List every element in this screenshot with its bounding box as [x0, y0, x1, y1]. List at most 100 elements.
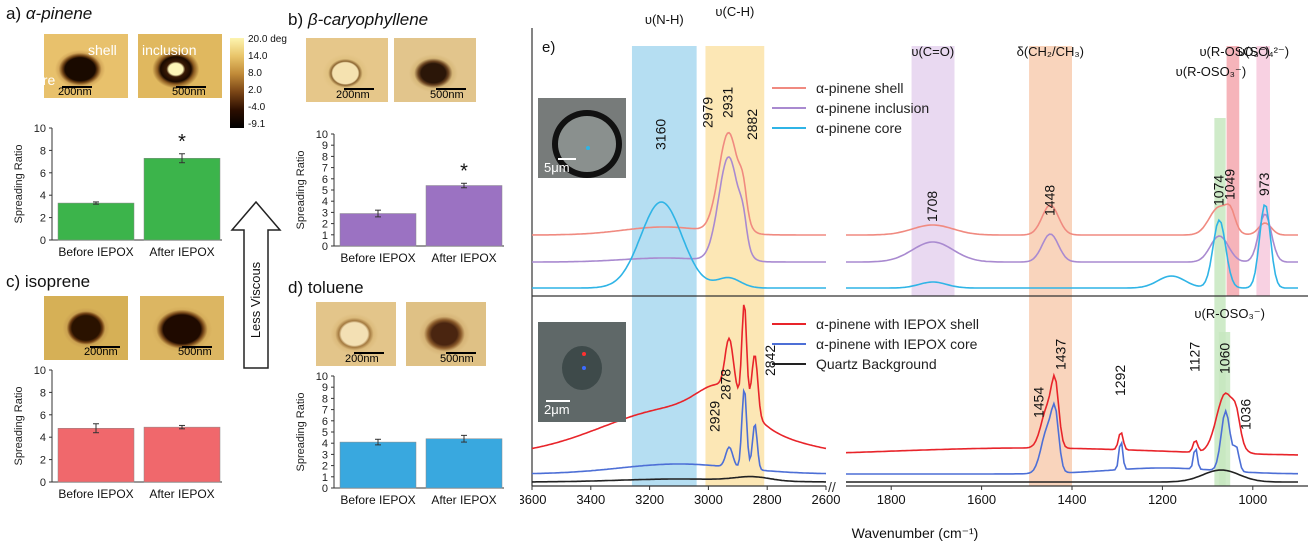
panel-d-title: d) toluene — [288, 278, 364, 297]
y-tick-label: 5 — [322, 185, 328, 197]
category-label: Before IEPOX — [340, 493, 415, 507]
inset-bottom-image: 2μm — [538, 322, 626, 422]
x-axis-label: Wavenumber (cm⁻¹) — [852, 525, 979, 541]
bar-chart-c: 0 2 4 6 8 10 Spreading Ratio Before IEPOX After … — [13, 365, 222, 501]
colorbar-tick-0: 20.0 deg — [248, 34, 287, 45]
peak-label: 1049 — [1222, 169, 1238, 200]
inset-bottom-scale: 2μm — [544, 402, 570, 417]
bar — [57, 427, 135, 483]
scale-bar-c-after — [182, 346, 212, 348]
x-tick-label: 3400 — [576, 492, 605, 507]
panel-a-title: a) α-pinene — [6, 4, 93, 23]
peak-label: 1036 — [1238, 399, 1254, 430]
category-label: After IEPOX — [149, 245, 214, 259]
scale-label-c-before: 200nm — [84, 346, 118, 358]
scale-label-c-after: 500nm — [178, 346, 212, 358]
series-line — [531, 387, 1298, 475]
peak-label: 2929 — [706, 401, 722, 432]
y-tick-label: 0 — [40, 477, 46, 489]
band — [1226, 46, 1240, 296]
series-line — [532, 469, 1298, 483]
category-label: Before IEPOX — [58, 245, 133, 259]
peak-label: 1437 — [1052, 339, 1068, 370]
panel-c-title: c) isoprene — [6, 272, 91, 291]
band-label: υ(C=O) — [911, 44, 954, 59]
colorbar-tick-2: 8.0 — [248, 68, 262, 79]
inset-top-image: 5μm — [538, 98, 626, 178]
series-line — [532, 201, 1298, 289]
scale-label-d-after: 500nm — [440, 353, 474, 365]
y-tick-label: 10 — [34, 365, 46, 377]
panel-e-letter: e) — [542, 39, 555, 56]
peak-label: 2979 — [700, 97, 716, 128]
scale-bar-c-before — [90, 346, 120, 348]
category-label: After IEPOX — [431, 493, 496, 507]
x-tick-label: 1400 — [1058, 492, 1087, 507]
y-axis-label: Spreading Ratio — [295, 393, 307, 472]
bar — [425, 185, 503, 247]
axis-break: // — [828, 479, 836, 495]
x-tick-label: 3600 — [520, 492, 546, 507]
colorbar-tick-4: -4.0 — [248, 102, 266, 113]
colorbar-tick-5: -9.1 — [248, 119, 266, 130]
less-viscous-label: Less Viscous — [248, 261, 263, 338]
peak-label: 3160 — [652, 119, 668, 150]
legend-label: α-pinene with IEPOX core — [816, 336, 978, 352]
inset-top-scale: 5μm — [544, 160, 570, 175]
y-tick-label: 4 — [40, 432, 46, 444]
peak-label: 2842 — [762, 345, 778, 376]
scale-bar-b-before — [344, 88, 374, 90]
scale-bar-a-after — [176, 86, 206, 88]
band — [1214, 118, 1226, 486]
band — [1218, 332, 1231, 486]
y-tick-label: 10 — [316, 371, 328, 383]
y-tick-label: 2 — [40, 213, 46, 225]
y-tick-label: 2 — [322, 461, 328, 473]
y-tick-label: 0 — [322, 483, 328, 495]
category-label: After IEPOX — [431, 251, 496, 265]
x-tick-label: 2600 — [812, 492, 841, 507]
peak-label: 1074 — [1210, 175, 1226, 206]
band — [911, 46, 955, 296]
y-tick-label: 6 — [40, 410, 46, 422]
y-tick-label: 1 — [322, 230, 328, 242]
y-tick-label: 7 — [322, 405, 328, 417]
y-tick-label: 9 — [322, 140, 328, 152]
y-tick-label: 8 — [40, 145, 46, 157]
peak-label: 1292 — [1112, 365, 1128, 396]
y-tick-label: 8 — [322, 393, 328, 405]
x-tick-label: 1600 — [967, 492, 996, 507]
scale-bar-d-before — [354, 352, 384, 354]
scale-label-a-after: 500nm — [172, 86, 206, 98]
spectra-chart: // 3600 3400 3200 3000 2800 2600 1800 1600 1400 12… — [520, 4, 1308, 541]
x-tick-label: 1200 — [1148, 492, 1177, 507]
band-label: υ(C-H) — [715, 4, 754, 19]
y-axis-label: Spreading Ratio — [295, 151, 307, 230]
band — [1029, 46, 1072, 486]
y-tick-label: 3 — [322, 449, 328, 461]
y-tick-label: 4 — [322, 196, 328, 208]
colorbar — [230, 38, 244, 128]
x-tick-label: 2800 — [753, 492, 782, 507]
peak-label: 1127 — [1186, 342, 1202, 372]
legend-label: α-pinene with IEPOX shell — [816, 316, 979, 332]
bar — [339, 213, 417, 247]
y-tick-label: 9 — [322, 382, 328, 394]
significance-star: * — [460, 160, 468, 182]
peak-label: 2931 — [720, 87, 736, 118]
bar — [425, 438, 503, 489]
x-tick-label: 3200 — [635, 492, 664, 507]
label-core: core — [28, 72, 56, 88]
y-tick-label: 6 — [322, 416, 328, 428]
colorbar-tick-3: 2.0 — [248, 85, 262, 96]
peak-label: 2878 — [717, 369, 733, 400]
scale-label-d-before: 200nm — [345, 353, 379, 365]
afm-image-c-after — [140, 296, 224, 360]
significance-star: * — [178, 131, 186, 153]
band-label: υ(R-OSO₃⁻) — [1199, 44, 1270, 59]
y-axis-label: Spreading Ratio — [13, 145, 25, 224]
band-label: υ(R-OSO₃⁻) — [1194, 306, 1265, 321]
y-tick-label: 2 — [322, 219, 328, 231]
band-label: δ(CH₂/CH₃) — [1017, 44, 1084, 59]
